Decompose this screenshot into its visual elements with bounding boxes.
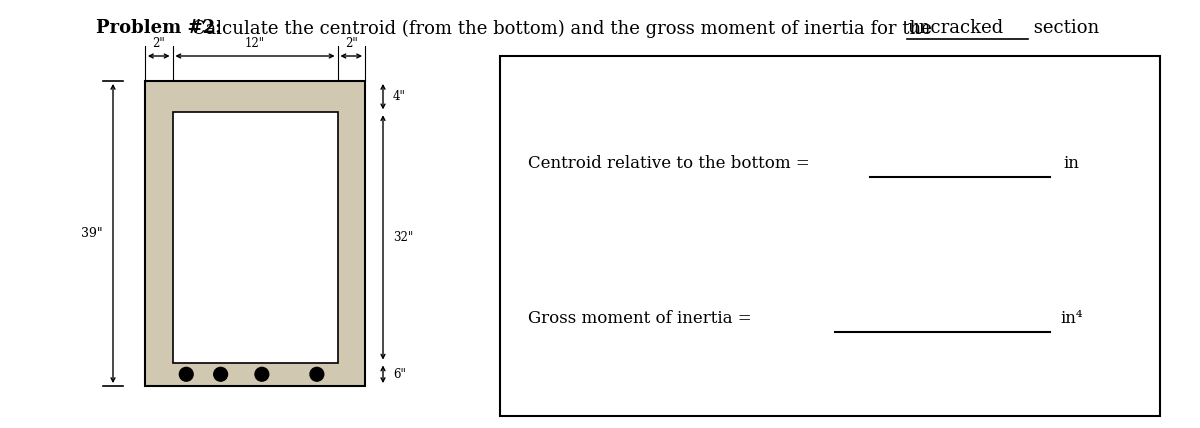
Text: Problem #2:: Problem #2: bbox=[96, 19, 222, 37]
Text: Centroid relative to the bottom =: Centroid relative to the bottom = bbox=[528, 155, 810, 172]
Circle shape bbox=[179, 367, 193, 381]
Circle shape bbox=[310, 367, 324, 381]
Text: in: in bbox=[1063, 155, 1079, 172]
Text: Gross moment of inertia =: Gross moment of inertia = bbox=[528, 310, 751, 327]
Text: 12": 12" bbox=[245, 37, 265, 50]
Circle shape bbox=[256, 367, 269, 381]
Circle shape bbox=[214, 367, 228, 381]
Text: 32": 32" bbox=[394, 231, 413, 244]
Text: 39": 39" bbox=[82, 227, 103, 240]
Text: 6": 6" bbox=[394, 368, 406, 381]
Text: 2": 2" bbox=[344, 37, 358, 50]
Text: uncracked: uncracked bbox=[907, 19, 1003, 37]
Text: Calculate the centroid (from the bottom) and the gross moment of inertia for the: Calculate the centroid (from the bottom)… bbox=[186, 19, 937, 38]
Text: 4": 4" bbox=[394, 90, 406, 103]
Bar bbox=[145, 81, 365, 386]
Bar bbox=[173, 112, 337, 363]
Text: in⁴: in⁴ bbox=[1060, 310, 1082, 327]
Text: 2": 2" bbox=[152, 37, 166, 50]
Bar bbox=[500, 56, 1160, 416]
Text: section: section bbox=[1028, 19, 1099, 37]
